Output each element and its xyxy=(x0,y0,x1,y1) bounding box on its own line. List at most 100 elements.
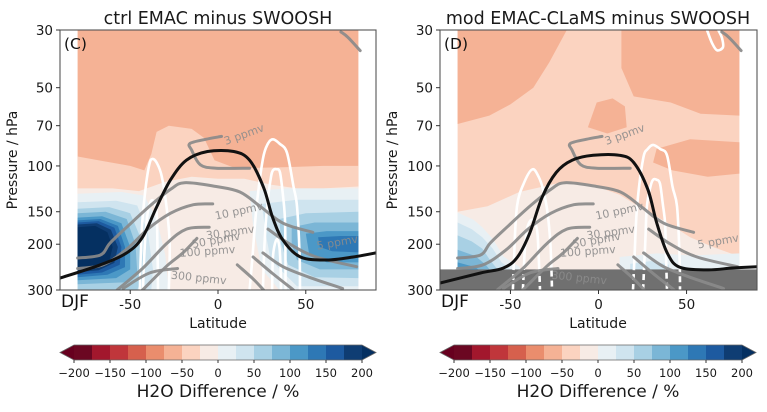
panel-d-colorbar-label: H2O Difference / % xyxy=(517,382,680,402)
y-tick-label: 50 xyxy=(36,81,53,97)
h2o-contour-line xyxy=(720,30,743,53)
colorbar-extend-min xyxy=(60,345,74,360)
colorbar-tick-label: −50 xyxy=(170,366,194,380)
colorbar-extend-min xyxy=(440,345,454,360)
y-tick-label: 150 xyxy=(407,205,433,221)
tropopause-line xyxy=(440,153,757,285)
x-tick-label: 50 xyxy=(678,297,695,313)
panel-d-season-label: DJF xyxy=(441,292,469,312)
y-tick-label: 200 xyxy=(407,237,433,253)
zonal-wind-contour xyxy=(261,167,287,290)
colorbar-bin xyxy=(472,345,491,360)
colorbar-bin xyxy=(236,345,255,360)
colorbar-bin xyxy=(544,345,563,360)
h2o-contour-line xyxy=(339,30,362,53)
colorbar-bin xyxy=(74,345,93,360)
h2o-contour-line xyxy=(495,225,592,290)
h2o-contour-label: 100 ppmv xyxy=(179,243,236,260)
h2o-contour-line xyxy=(76,181,315,260)
colorbar-bin xyxy=(272,345,291,360)
colorbar-tick-label: 50 xyxy=(247,366,262,380)
y-tick-label: 30 xyxy=(416,23,433,39)
zonal-wind-contour xyxy=(248,137,302,290)
y-tick-label: 70 xyxy=(36,119,53,135)
x-tick-label: 0 xyxy=(214,297,223,313)
panel-d-x-axis-label: Latitude xyxy=(569,316,627,332)
h2o-contour-line xyxy=(456,202,595,270)
y-tick-label: 200 xyxy=(27,237,53,253)
colorbar-extend-max xyxy=(362,345,376,360)
colorbar-bin xyxy=(164,345,183,360)
colorbar-bin xyxy=(218,345,237,360)
masked-region xyxy=(440,269,757,290)
colorbar-bin xyxy=(562,345,581,360)
panel-c-title: ctrl EMAC minus SWOOSH xyxy=(104,9,333,29)
h2o-contour-line xyxy=(261,251,345,290)
x-tick-label: -50 xyxy=(499,297,521,313)
panel-c-colorbar-label: H2O Difference / % xyxy=(137,382,300,402)
y-tick-label: 150 xyxy=(27,205,53,221)
colorbar-bin xyxy=(326,345,345,360)
colorbar-tick-label: −200 xyxy=(438,366,470,380)
contour-fill-region xyxy=(457,30,567,124)
contour-fill-region xyxy=(587,98,627,134)
colorbar-tick-label: −100 xyxy=(510,366,542,380)
h2o-contour-line xyxy=(115,225,211,290)
colorbar-tick-label: 0 xyxy=(594,366,601,380)
colorbar-bin xyxy=(616,345,635,360)
y-tick-label: 30 xyxy=(36,23,53,39)
y-tick-label: 300 xyxy=(27,283,53,299)
h2o-contour-line xyxy=(456,181,696,260)
colorbar-bin xyxy=(254,345,273,360)
h2o-contour-line xyxy=(521,236,579,290)
colorbar-bin xyxy=(290,345,309,360)
colorbar-bin xyxy=(652,345,671,360)
panel-c-x-axis-label: Latitude xyxy=(189,316,247,332)
contour-fill-region xyxy=(621,30,740,116)
x-tick-label: 0 xyxy=(594,297,603,313)
colorbar-tick-label: −150 xyxy=(94,366,126,380)
h2o-contour-label: 100 ppmv xyxy=(560,243,617,260)
colorbar-tick-label: 200 xyxy=(731,366,753,380)
h2o-contour-line xyxy=(616,263,646,290)
colorbar-tick-label: 150 xyxy=(695,366,717,380)
colorbar-bin xyxy=(490,345,509,360)
zonal-wind-contour xyxy=(138,157,172,290)
colorbar-bin xyxy=(92,345,111,360)
panel-d-title: mod EMAC-CLaMS minus SWOOSH xyxy=(446,9,750,29)
colorbar-tick-label: −200 xyxy=(58,366,90,380)
panel-d-y-axis-label: Pressure / hPa xyxy=(385,111,401,210)
colorbar-bin xyxy=(706,345,725,360)
h2o-contour-line xyxy=(141,236,199,290)
contour-fill-region xyxy=(653,139,740,177)
colorbar-bin xyxy=(508,345,527,360)
colorbar-tick-label: −150 xyxy=(474,366,506,380)
colorbar-tick-label: 50 xyxy=(627,366,642,380)
zonal-wind-contour xyxy=(642,177,668,270)
colorbar-bin xyxy=(580,345,599,360)
colorbar-tick-label: 200 xyxy=(351,366,373,380)
x-tick-label: 50 xyxy=(297,297,314,313)
h2o-contour-line xyxy=(501,267,560,290)
colorbar-bin xyxy=(110,345,129,360)
colorbar-bin xyxy=(670,345,689,360)
zonal-wind-contours xyxy=(511,30,725,290)
colorbar-bin xyxy=(598,345,617,360)
tropopause-line xyxy=(60,148,376,280)
colorbar-bin xyxy=(634,345,653,360)
colorbar-bin xyxy=(454,345,473,360)
zonal-wind-contour xyxy=(141,198,160,290)
colorbar-bin xyxy=(182,345,201,360)
colorbar-bin xyxy=(128,345,147,360)
colorbar-bin xyxy=(688,345,707,360)
y-tick-label: 70 xyxy=(416,119,433,135)
colorbar-tick-label: 100 xyxy=(659,366,681,380)
h2o-contour-line xyxy=(567,134,632,170)
colorbar-tick-label: −100 xyxy=(130,366,162,380)
panel-c-y-axis-label: Pressure / hPa xyxy=(5,111,21,210)
